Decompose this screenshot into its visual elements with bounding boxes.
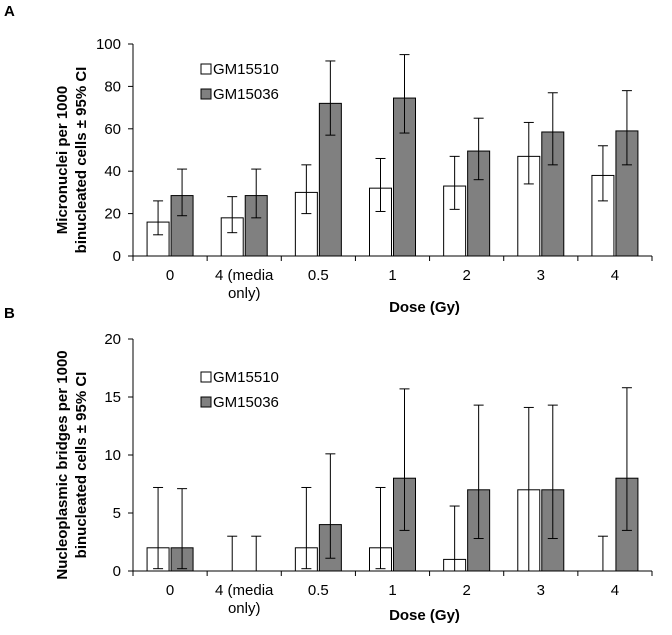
- x-tick-label-line: 0.5: [308, 267, 329, 284]
- series-gm15510: [146, 121, 615, 257]
- legend-swatch-gm15036: [200, 88, 212, 100]
- legend-label: GM15036: [213, 394, 279, 411]
- legend-label: GM15510: [213, 61, 279, 78]
- series-gm15036: [170, 54, 639, 257]
- x-tick-label-line: 1: [388, 267, 396, 284]
- x-axis-title: Dose (Gy): [389, 607, 460, 624]
- x-axis-title: Dose (Gy): [389, 299, 460, 316]
- x-tick-label-line: 3: [537, 267, 545, 284]
- x-tick-label-line: only): [228, 600, 261, 617]
- x-tick-label-line: 2: [462, 582, 470, 599]
- y-tick-label: 20: [104, 206, 121, 223]
- legend-label: GM15036: [213, 86, 279, 103]
- y-axis-title-line: Nucleoplasmic bridges per 1000: [54, 350, 71, 579]
- panel-label: B: [4, 305, 15, 322]
- y-axis-title-line: binucleated cells ± 95% CI: [73, 372, 90, 559]
- y-axis-title-line: Micronuclei per 1000: [54, 86, 71, 234]
- x-tick-label: 4 (media only): [215, 582, 274, 617]
- y-tick-label: 80: [104, 78, 121, 95]
- legend-label: GM15510: [213, 369, 279, 386]
- legend-swatch-gm15036: [200, 396, 212, 408]
- legend-swatch-gm15510: [200, 63, 212, 75]
- x-tick-label: 0: [166, 582, 174, 599]
- chart-panel-a: A 0 20 40 60 80 100 0 4 (media only) 0.5 1 2 3 4 GM1551…: [4, 3, 653, 316]
- y-tick-label: 40: [104, 163, 121, 180]
- y-tick-label: 5: [113, 505, 121, 522]
- x-tick-label: 2: [462, 582, 470, 599]
- y-tick-label: 0: [113, 248, 121, 265]
- x-tick-label: 0.5: [308, 267, 329, 284]
- x-tick-label-line: 4 (media: [215, 582, 274, 599]
- x-tick-label: 4: [611, 267, 619, 284]
- x-tick-label-line: 0: [166, 582, 174, 599]
- y-axis-title: Micronuclei per 1000 binucleated cells ± …: [54, 67, 90, 254]
- y-tick-label: 100: [96, 36, 121, 53]
- x-tick-label: 0.5: [308, 582, 329, 599]
- x-tick-label-line: 1: [388, 582, 396, 599]
- x-tick-label: 4: [611, 582, 619, 599]
- y-tick-label: 20: [104, 331, 121, 348]
- y-tick-label: 10: [104, 447, 121, 464]
- series-gm15510: [146, 406, 608, 572]
- y-tick-label: 15: [104, 389, 121, 406]
- x-tick-label: 3: [537, 582, 545, 599]
- x-tick-label-line: only): [228, 285, 261, 302]
- x-tick-label-line: 4 (media: [215, 267, 274, 284]
- y-tick-label: 0: [113, 563, 121, 580]
- y-axis-title-line: binucleated cells ± 95% CI: [73, 67, 90, 254]
- chart-panel-b: B 0 5 10 15 20 0 4 (media only) 0.5 1 2 3 4 GM15510 GM1…: [4, 305, 653, 624]
- x-tick-label: 3: [537, 267, 545, 284]
- series-gm15036: [170, 387, 639, 572]
- y-axis-title: Nucleoplasmic bridges per 1000 binucleate…: [54, 350, 90, 579]
- x-tick-label: 1: [388, 267, 396, 284]
- x-tick-label-line: 4: [611, 582, 619, 599]
- x-tick-label: 4 (media only): [215, 267, 274, 302]
- x-tick-label-line: 3: [537, 582, 545, 599]
- x-tick-label-line: 2: [462, 267, 470, 284]
- x-tick-label-line: 0: [166, 267, 174, 284]
- x-tick-label: 2: [462, 267, 470, 284]
- legend-swatch-gm15510: [200, 371, 212, 383]
- x-tick-label-line: 0.5: [308, 582, 329, 599]
- x-tick-label-line: 4: [611, 267, 619, 284]
- y-tick-label: 60: [104, 121, 121, 138]
- x-tick-label: 0: [166, 267, 174, 284]
- x-tick-label: 1: [388, 582, 396, 599]
- panel-label: A: [4, 3, 15, 20]
